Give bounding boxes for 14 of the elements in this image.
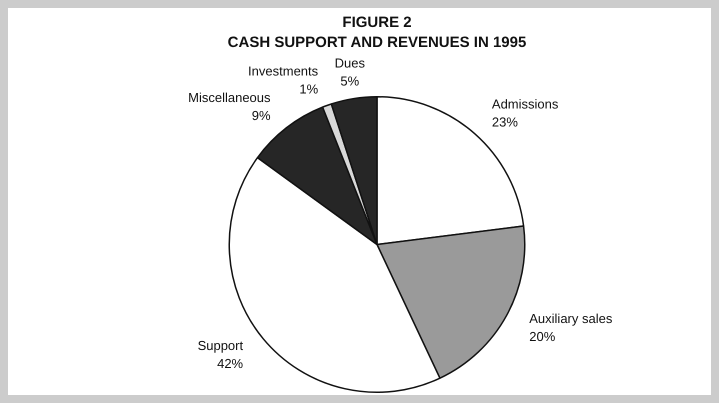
slice-label: Investments xyxy=(248,64,319,79)
data-label: 23% xyxy=(492,114,518,130)
chart-title: FIGURE 2 xyxy=(342,14,412,32)
data-label: 20% xyxy=(529,328,556,344)
slice-label: Dues xyxy=(334,55,366,70)
data-label: 9% xyxy=(252,108,271,123)
data-label: 5% xyxy=(340,73,360,88)
slice-label: Miscellaneous xyxy=(188,90,272,105)
chart-subtitle: CASH SUPPORT AND REVENUES IN 1995 xyxy=(228,34,526,52)
slice-label: Admissions xyxy=(492,96,559,112)
slice-label: Support xyxy=(198,338,244,353)
slice-label: Auxiliary sales xyxy=(529,310,613,326)
data-label: 42% xyxy=(217,356,244,371)
data-label: 1% xyxy=(299,82,319,97)
